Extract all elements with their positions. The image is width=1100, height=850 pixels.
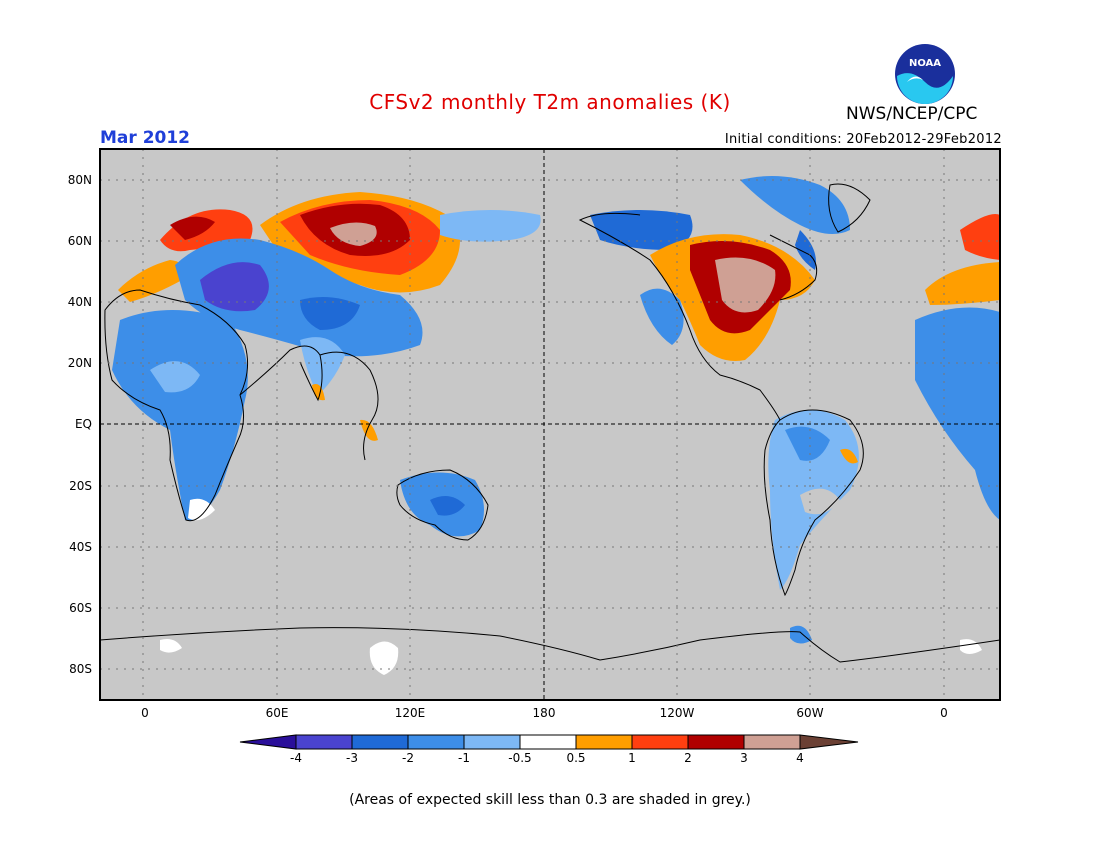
colorbar-box: [407, 734, 465, 750]
lat-label-40n: 40N: [68, 295, 92, 309]
colorbar-box: [631, 734, 689, 750]
coastlines: [100, 183, 1000, 663]
lon-label-0: 0: [141, 706, 149, 720]
colorbar-box: [575, 734, 633, 750]
logo-text: NOAA: [909, 58, 941, 69]
lon-label-0-right: 0: [940, 706, 948, 720]
map-title: CFSv2 monthly T2m anomalies (K): [369, 90, 731, 114]
colorbar-box: [463, 734, 521, 750]
colorbar-arrow-high: [799, 734, 859, 750]
anomaly-field: [112, 176, 1000, 675]
colorbar-label: -1: [458, 751, 470, 765]
colorbar-labels: -4 -3 -2 -1 -0.5 0.5 1 2 3 4: [290, 751, 804, 765]
colorbar-boxes: [239, 734, 859, 750]
lon-label-120w: 120W: [660, 706, 695, 720]
forecast-month: Mar 2012: [100, 128, 191, 148]
organization-label: NWS/NCEP/CPC: [846, 104, 978, 124]
colorbar-label: 4: [796, 751, 804, 765]
colorbar-box: [295, 734, 353, 750]
skill-footnote: (Areas of expected skill less than 0.3 a…: [349, 792, 751, 808]
colorbar-label: 1: [628, 751, 636, 765]
colorbar: -4 -3 -2 -1 -0.5 0.5 1 2 3 4: [239, 734, 859, 765]
colorbar-label: 2: [684, 751, 692, 765]
colorbar-box: [687, 734, 745, 750]
colorbar-label: -4: [290, 751, 302, 765]
lat-label-20n: 20N: [68, 356, 92, 370]
colorbar-label: 0.5: [566, 751, 585, 765]
initial-conditions: Initial conditions: 20Feb2012-29Feb2012: [724, 132, 1002, 147]
lon-label-60e: 60E: [266, 706, 289, 720]
colorbar-box: [351, 734, 409, 750]
colorbar-box: [519, 734, 577, 750]
graticule: [100, 149, 1000, 700]
lat-label-60n: 60N: [68, 234, 92, 248]
lat-label-eq: EQ: [75, 417, 92, 431]
anomaly-map: 80N 60N 40N 20N EQ 20S 40S 60S 80S 0 60E…: [68, 148, 1001, 720]
lat-label-80n: 80N: [68, 173, 92, 187]
lat-label-60s: 60S: [69, 601, 92, 615]
map-frame: [99, 148, 1001, 701]
colorbar-label: 3: [740, 751, 748, 765]
colorbar-label: -0.5: [508, 751, 531, 765]
lon-label-120e: 120E: [395, 706, 426, 720]
lon-label-60w: 60W: [796, 706, 823, 720]
lon-label-180: 180: [533, 706, 556, 720]
lat-label-80s: 80S: [69, 662, 92, 676]
colorbar-label: -3: [346, 751, 358, 765]
colorbar-arrow-low: [239, 734, 297, 750]
lat-label-20s: 20S: [69, 479, 92, 493]
noaa-logo: NOAA: [895, 44, 955, 104]
colorbar-box: [743, 734, 801, 750]
lat-label-40s: 40S: [69, 540, 92, 554]
colorbar-label: -2: [402, 751, 414, 765]
